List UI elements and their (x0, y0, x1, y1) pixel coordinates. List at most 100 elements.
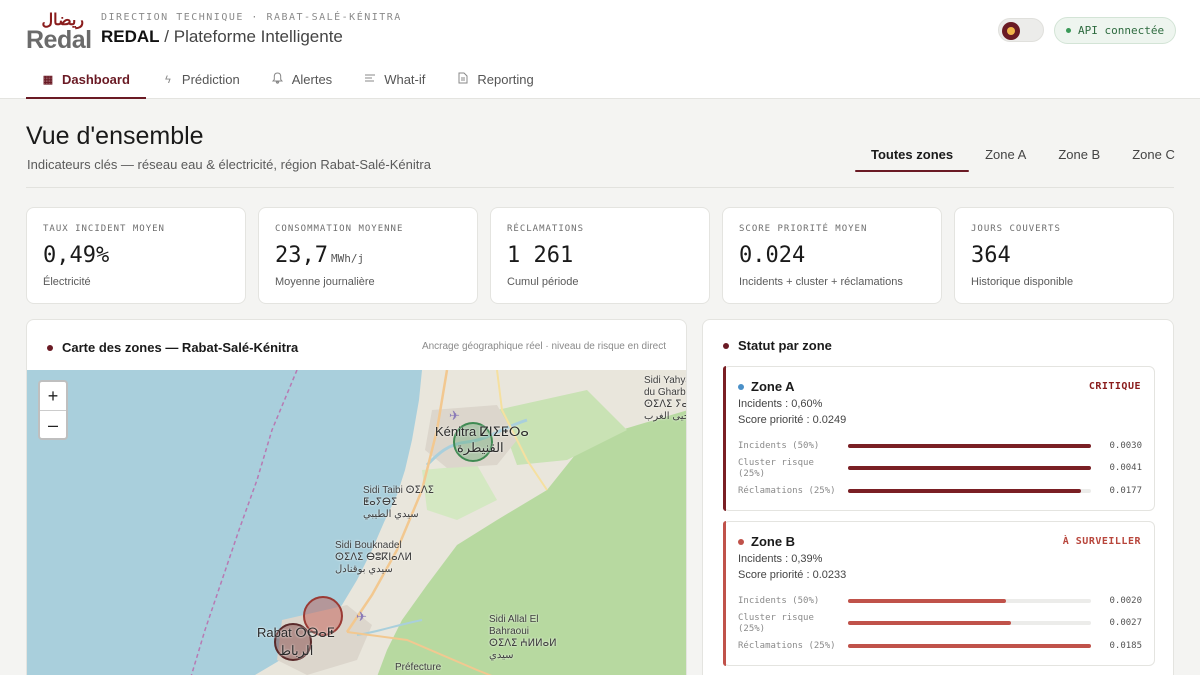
kpi-value: 364 (971, 243, 1157, 268)
zone-name-label: Zone A (751, 379, 795, 394)
tab-dashboard[interactable]: ▦ Dashboard (26, 60, 146, 99)
zone-name: Zone B (738, 534, 1140, 549)
metric-cluster: Cluster risque (25%) 0.0027 (738, 613, 1142, 637)
map-label-sidi-bouknadel: Sidi Bouknadel ⵙⵉⴷⵉ ⴱⵓⴽⵏⴰⴷⵍ سيدي بوقنادل (335, 540, 412, 575)
zone-card-b[interactable]: Zone B À SURVEILLER Incidents : 0,39% Sc… (723, 521, 1155, 666)
zone-status-badge: CRITIQUE (1088, 381, 1141, 392)
metric-value: 0.0030 (1109, 441, 1142, 451)
kpi-card-days-covered: JOURS COUVERTS 364 Historique disponible (954, 207, 1174, 304)
svg-text:✈: ✈ (449, 408, 460, 423)
metric-track (848, 466, 1091, 470)
kpi-card-incident-rate: TAUX INCIDENT MOYEN 0,49% Électricité (26, 207, 246, 304)
metric-label: Cluster risque (25%) (738, 613, 814, 634)
map-label-rabat-ar: الرباط (279, 643, 314, 658)
app-title: REDAL / Plateforme Intelligente (101, 27, 343, 47)
metric-fill (848, 444, 1091, 448)
status-dot-icon (1066, 28, 1071, 33)
kpi-unit: MWh/j (330, 252, 365, 265)
app-name: REDAL (101, 27, 160, 46)
kpi-card-consumption: CONSOMMATION MOYENNE 23,7 MWh/j Moyenne j… (258, 207, 478, 304)
kpi-value-text: 0,49% (43, 243, 110, 268)
kpi-note: Incidents + cluster + réclamations (739, 276, 903, 288)
metric-fill (848, 466, 1091, 470)
metric-fill (848, 621, 1011, 625)
bell-icon (272, 72, 284, 87)
kpi-card-complaints: RÉCLAMATIONS 1 261 Cumul période (490, 207, 710, 304)
map-label-prefecture: Préfecture (395, 662, 442, 673)
zone-incidents: Incidents : 0,60% (738, 398, 823, 410)
zone-status-panel: Statut par zone Zone A CRITIQUE Incident… (702, 319, 1174, 675)
zoom-out-button[interactable]: – (47, 415, 58, 435)
zoom-in-button[interactable]: + (40, 382, 66, 411)
page-subtitle: Indicateurs clés — réseau eau & électric… (27, 157, 431, 172)
zone-map[interactable]: ✈ ✈ Sidi Yahya du Gharb ⵙⵉⴷⵉ ⵢⴰⵃⵢⴰ سيدي … (27, 370, 686, 675)
kpi-value: 1 261 (507, 243, 693, 268)
kpi-label: SCORE PRIORITÉ MOYEN (739, 224, 868, 234)
zone-filter-a[interactable]: Zone A (985, 147, 1027, 162)
zone-card-a[interactable]: Zone A CRITIQUE Incidents : 0,60% Score … (723, 366, 1155, 511)
tab-prediction[interactable]: ϟ Prédiction (146, 60, 256, 99)
metric-track (848, 489, 1091, 493)
metric-track (848, 644, 1091, 648)
metric-fill (848, 644, 1091, 648)
zone-filter-b[interactable]: Zone B (1058, 147, 1101, 162)
main-nav: ▦ Dashboard ϟ Prédiction Alertes What-if… (26, 60, 550, 99)
kpi-label: RÉCLAMATIONS (507, 224, 585, 234)
map-panel-header: Carte des zones — Rabat-Salé-Kénitra (47, 340, 298, 355)
tab-alertes[interactable]: Alertes (256, 60, 348, 99)
logo-arabic: ريضال (41, 10, 84, 29)
metric-value: 0.0027 (1109, 618, 1142, 628)
section-divider (26, 187, 1174, 188)
kpi-value: 0,49% (43, 243, 229, 268)
tab-what-if[interactable]: What-if (348, 60, 441, 99)
bolt-icon: ϟ (164, 73, 171, 86)
metric-label: Réclamations (25%) (738, 486, 836, 496)
kpi-note: Cumul période (507, 276, 579, 288)
metric-track (848, 444, 1091, 448)
zone-score: Score priorité : 0.0233 (738, 569, 847, 581)
map-label-kenitra: Kénitra ⵇⵏⵉⵟⵔⴰ (435, 424, 529, 439)
redal-logo[interactable]: ريضال Redal (26, 10, 92, 55)
map-zoom-control: + – (38, 380, 68, 440)
zone-filter-c[interactable]: Zone C (1132, 147, 1175, 162)
kpi-note: Moyenne journalière (275, 276, 375, 288)
kpi-value-text: 364 (971, 243, 1011, 268)
zone-dot-icon (738, 383, 744, 390)
zone-dot-icon (738, 538, 744, 545)
document-icon (457, 72, 469, 87)
zone-filter-tabs: Toutes zones Zone A Zone B Zone C (855, 137, 1191, 172)
metric-label: Cluster risque (25%) (738, 458, 814, 479)
kpi-label: CONSOMMATION MOYENNE (275, 224, 404, 234)
zone-filter-all[interactable]: Toutes zones (855, 137, 970, 172)
tab-label: Reporting (477, 72, 534, 87)
api-status-badge: API connectée (1054, 17, 1177, 44)
map-base-layer: ✈ ✈ (190, 370, 686, 675)
tab-label: Dashboard (62, 72, 130, 87)
app-header: ريضال Redal DIRECTION TECHNIQUE · RABAT-… (0, 0, 1200, 99)
theme-toggle[interactable] (998, 18, 1044, 42)
status-panel-header: Statut par zone (723, 338, 832, 353)
metric-value: 0.0185 (1109, 641, 1142, 651)
metric-track (848, 621, 1091, 625)
status-panel-title: Statut par zone (738, 338, 832, 353)
tab-label: Prédiction (181, 72, 240, 87)
zone-marker-sale[interactable] (303, 596, 343, 636)
map-label-rabat: Rabat ⵔⴱⴰⵟ (257, 625, 335, 640)
kpi-value: 0.024 (739, 243, 925, 268)
metric-label: Incidents (50%) (738, 441, 820, 451)
app-separator: / (159, 27, 174, 46)
bullet-icon (47, 344, 53, 351)
dashboard-icon: ▦ (42, 74, 54, 86)
metric-fill (848, 489, 1082, 493)
kpi-row: TAUX INCIDENT MOYEN 0,49% Électricité CO… (26, 207, 1174, 304)
zone-incidents: Incidents : 0,39% (738, 553, 823, 565)
map-label-sidi-taibi: Sidi Taibi ⵙⵉⴷⵉ ⵟⴰⵢⴱⵉ سيدي الطيبي (363, 485, 434, 520)
tab-reporting[interactable]: Reporting (441, 60, 549, 99)
zone-marker-rabat[interactable] (274, 623, 312, 661)
zone-marker-kenitra[interactable] (453, 422, 493, 462)
zone-name-label: Zone B (751, 534, 796, 549)
metric-complaints: Réclamations (25%) 0.0177 (738, 486, 1142, 510)
zone-accent-bar (723, 366, 726, 511)
map-panel-title: Carte des zones — Rabat-Salé-Kénitra (62, 340, 299, 355)
metric-incidents: Incidents (50%) 0.0030 (738, 441, 1142, 465)
